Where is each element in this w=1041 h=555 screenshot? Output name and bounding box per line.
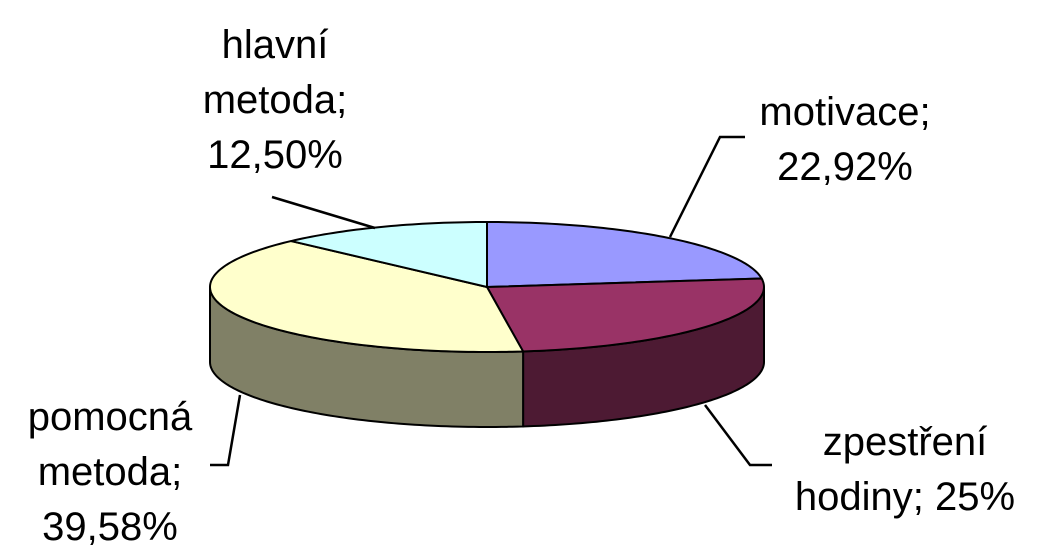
category-label: pomocná metoda [27,395,193,494]
value-label: 39,58% [42,505,178,549]
leader-line [704,404,772,467]
value-label: 25% [935,475,1016,519]
category-label: zpestření hodiny [794,420,988,519]
pie-slice [209,240,525,353]
label-separator: ; [919,90,931,134]
pie-tops [209,220,765,353]
category-label: hlavní metoda [202,23,337,122]
leader-line [210,394,242,467]
pie-slice [486,220,764,289]
leader-line [668,135,745,238]
data-label: zpestření hodiny; 25% [775,415,1035,525]
label-separator: ; [171,450,183,494]
pie-slice [485,277,765,353]
data-label: motivace; 22,92% [735,85,955,195]
pie-slice [290,220,488,289]
label-separator: ; [336,78,348,122]
data-label: hlavní metoda; 12,50% [185,18,365,183]
leader-line [271,195,376,230]
value-label: 12,50% [207,133,343,177]
label-separator: ; [912,475,924,519]
data-label: pomocná metoda; 39,58% [10,390,210,555]
value-label: 22,92% [777,145,913,189]
category-label: motivace [759,90,920,134]
